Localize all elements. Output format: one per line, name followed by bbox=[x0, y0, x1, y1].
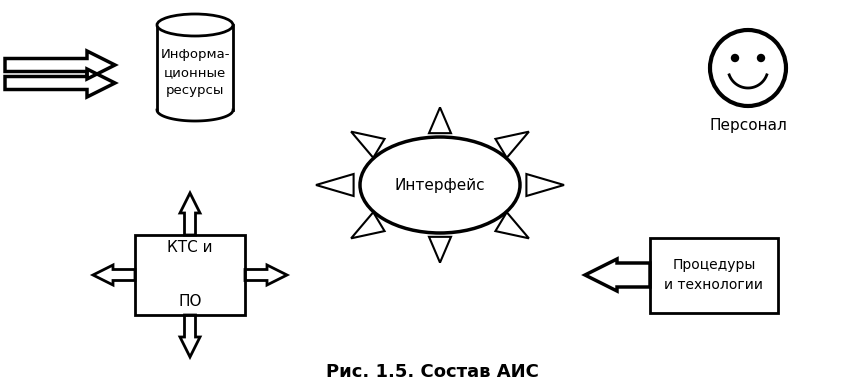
Text: Процедуры
и технологии: Процедуры и технологии bbox=[664, 258, 764, 292]
Text: Персонал: Персонал bbox=[709, 118, 787, 133]
Text: Рис. 1.5. Состав АИС: Рис. 1.5. Состав АИС bbox=[326, 363, 538, 381]
Text: Информа-
ционные
ресурсы: Информа- ционные ресурсы bbox=[160, 48, 230, 97]
Text: Интерфейс: Интерфейс bbox=[395, 178, 486, 192]
Ellipse shape bbox=[157, 14, 233, 36]
Bar bbox=[650, 238, 778, 312]
Circle shape bbox=[732, 54, 739, 62]
Text: КТС и

ПО: КТС и ПО bbox=[168, 241, 213, 310]
Circle shape bbox=[758, 54, 765, 62]
Ellipse shape bbox=[360, 137, 520, 233]
Bar bbox=[135, 235, 245, 315]
